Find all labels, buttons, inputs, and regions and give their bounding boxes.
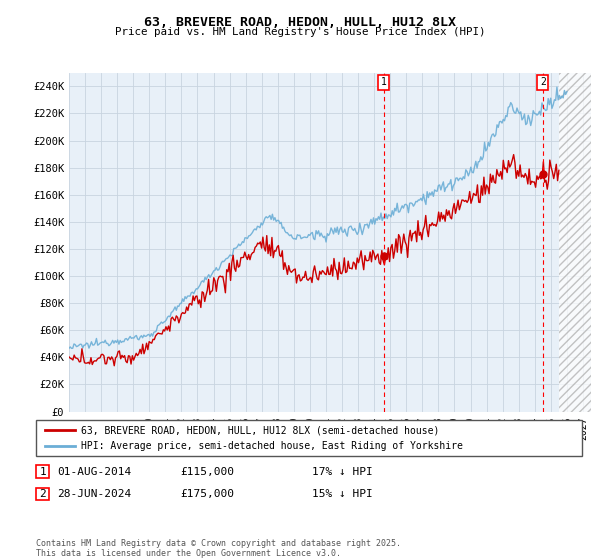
Text: 1: 1	[380, 77, 386, 87]
Text: 2: 2	[540, 77, 546, 87]
Text: 2: 2	[39, 489, 46, 499]
Text: 17% ↓ HPI: 17% ↓ HPI	[312, 466, 373, 477]
Text: 15% ↓ HPI: 15% ↓ HPI	[312, 489, 373, 499]
Text: £175,000: £175,000	[180, 489, 234, 499]
Text: £115,000: £115,000	[180, 466, 234, 477]
Text: HPI: Average price, semi-detached house, East Riding of Yorkshire: HPI: Average price, semi-detached house,…	[81, 441, 463, 451]
Text: 1: 1	[39, 466, 46, 477]
Text: Contains HM Land Registry data © Crown copyright and database right 2025.
This d: Contains HM Land Registry data © Crown c…	[36, 539, 401, 558]
Text: 63, BREVERE ROAD, HEDON, HULL, HU12 8LX (semi-detached house): 63, BREVERE ROAD, HEDON, HULL, HU12 8LX …	[81, 425, 439, 435]
Text: 63, BREVERE ROAD, HEDON, HULL, HU12 8LX: 63, BREVERE ROAD, HEDON, HULL, HU12 8LX	[144, 16, 456, 29]
Bar	[559, 73, 599, 412]
Text: Price paid vs. HM Land Registry's House Price Index (HPI): Price paid vs. HM Land Registry's House …	[115, 27, 485, 37]
Text: 28-JUN-2024: 28-JUN-2024	[57, 489, 131, 499]
Text: 01-AUG-2014: 01-AUG-2014	[57, 466, 131, 477]
